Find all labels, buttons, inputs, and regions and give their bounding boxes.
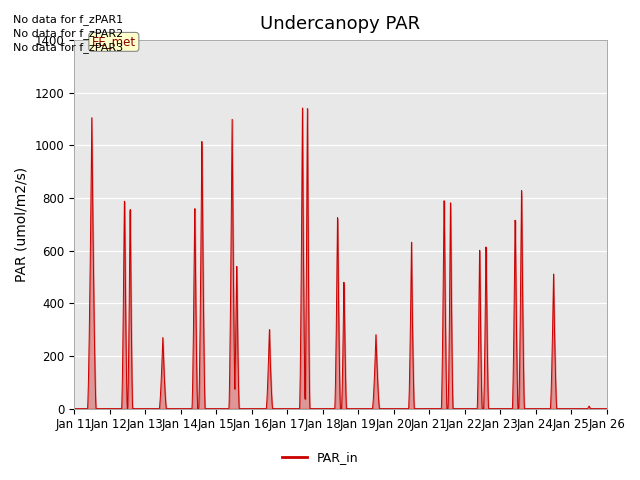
Text: No data for f_zPAR3: No data for f_zPAR3	[13, 42, 123, 53]
Title: Undercanopy PAR: Undercanopy PAR	[260, 15, 420, 33]
Text: No data for f_zPAR1: No data for f_zPAR1	[13, 13, 123, 24]
Text: No data for f_zPAR2: No data for f_zPAR2	[13, 28, 123, 39]
Y-axis label: PAR (umol/m2/s): PAR (umol/m2/s)	[15, 167, 29, 282]
Legend: PAR_in: PAR_in	[276, 446, 364, 469]
Text: EE_met: EE_met	[92, 36, 136, 48]
